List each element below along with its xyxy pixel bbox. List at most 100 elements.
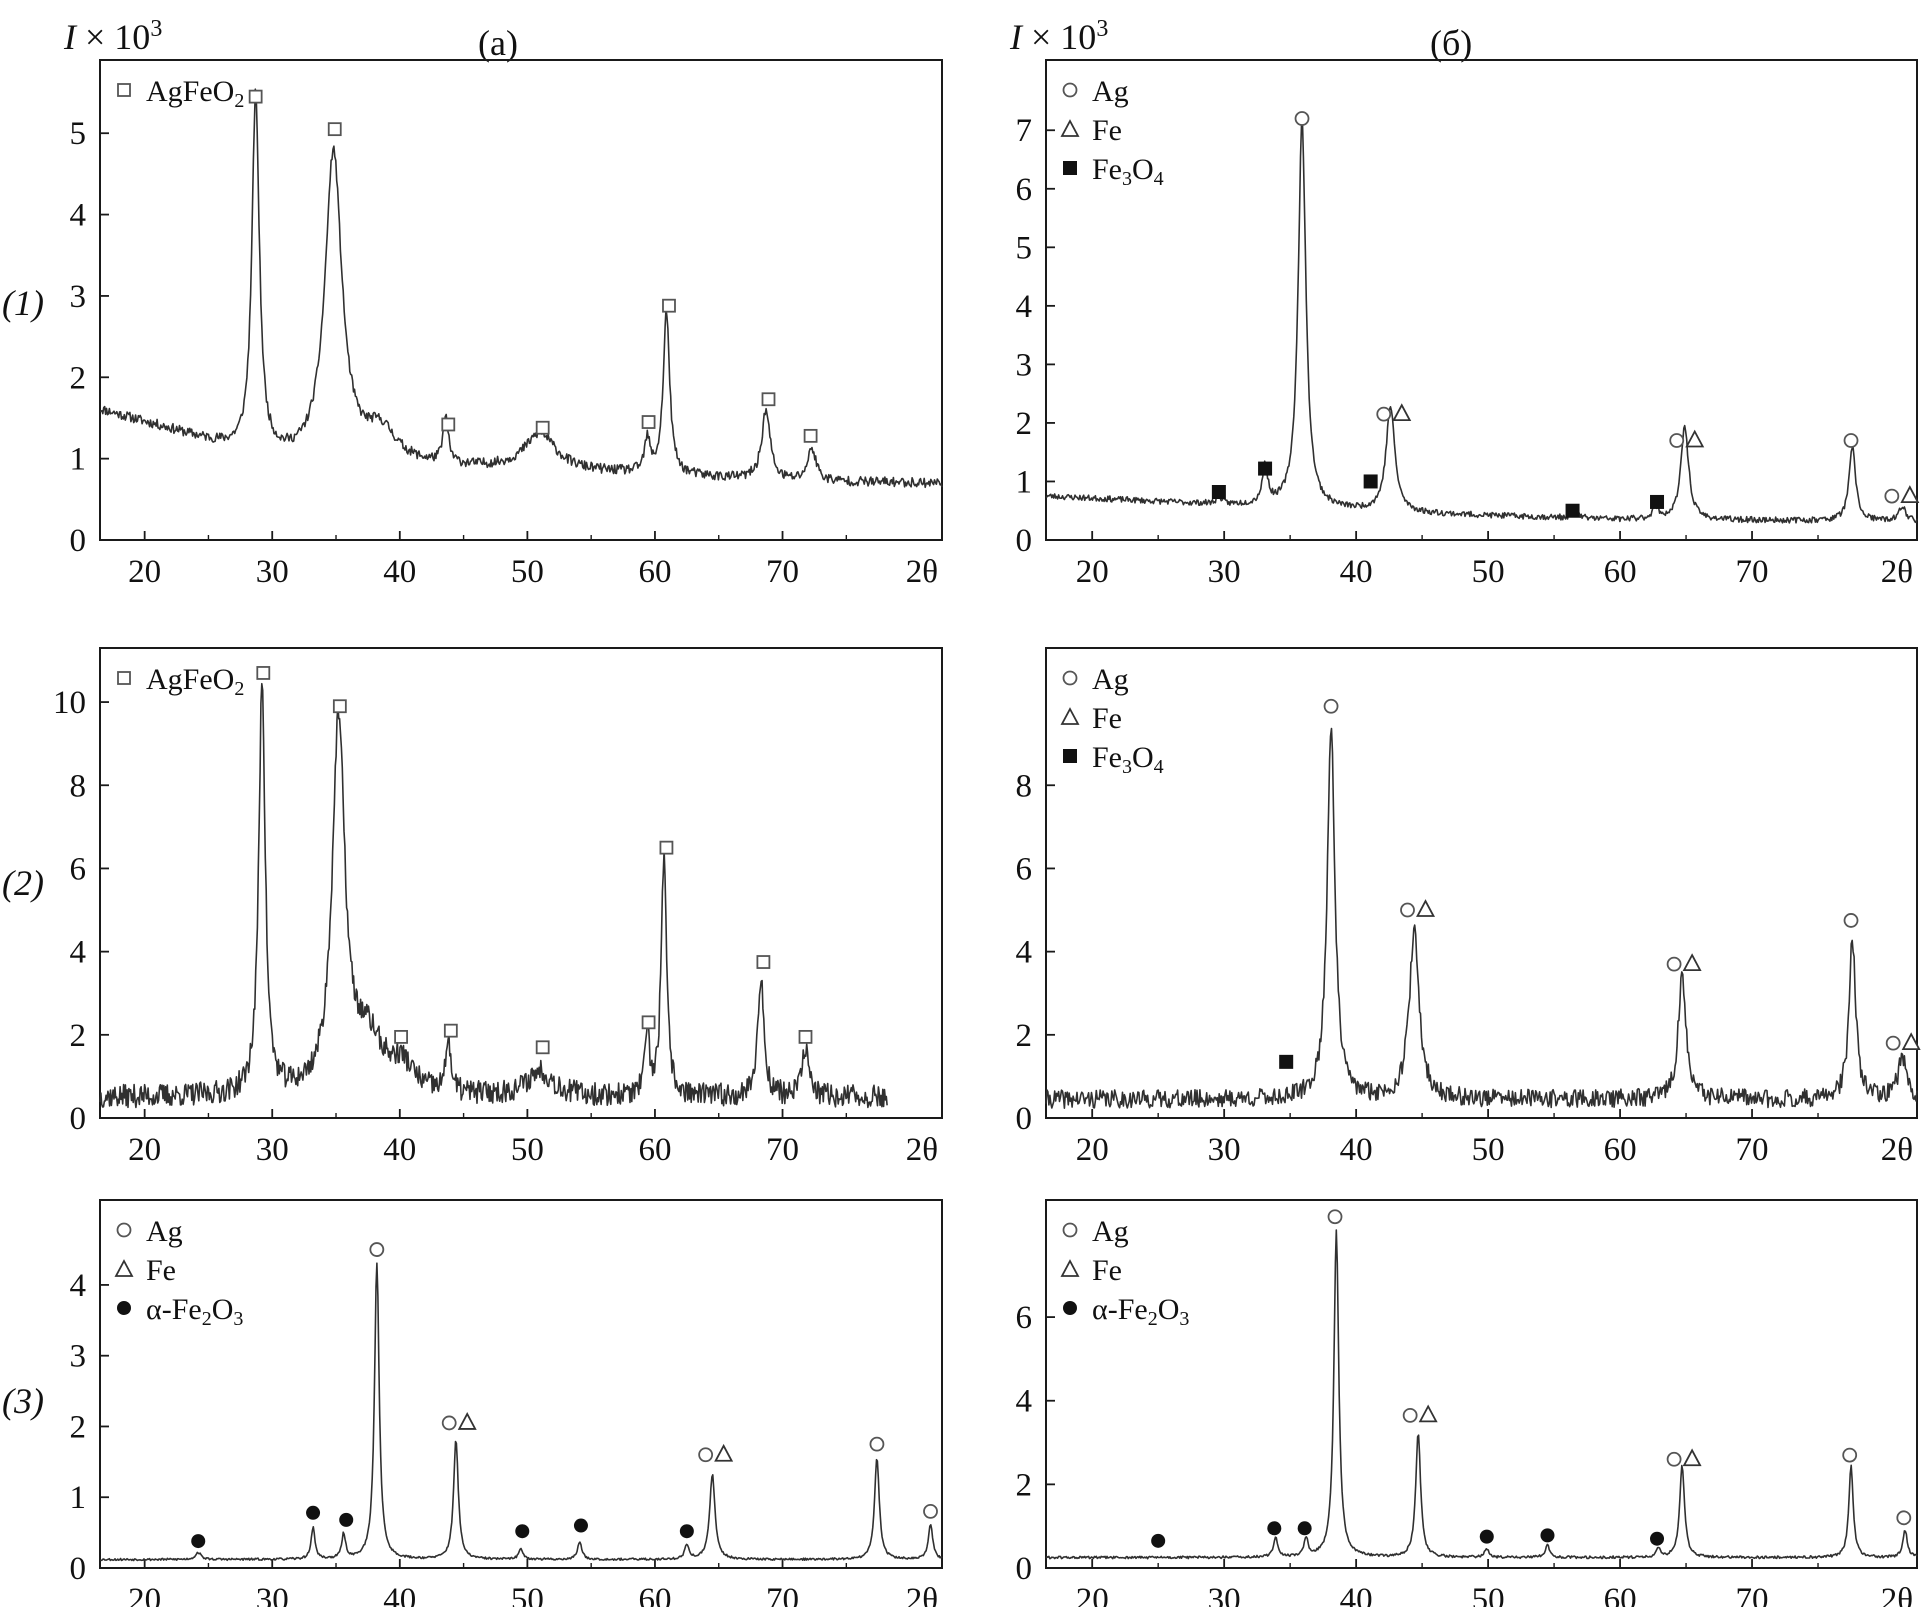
- phase-marker: [441, 417, 456, 432]
- phase-marker: [1884, 485, 1920, 504]
- x-axis-label: 2θ: [906, 554, 938, 590]
- diffraction-trace: [1045, 727, 1918, 1109]
- filled-circle-marker: [1267, 1521, 1282, 1536]
- circle-marker: [1376, 406, 1392, 422]
- chart-panel-a2: 20 30 40 50 60 70 2θ 0 2 4 6 8 10 AgFeO2: [53, 647, 943, 1168]
- filled-circle-marker: [306, 1505, 321, 1520]
- x-tick-label: 70: [1736, 1582, 1769, 1607]
- filled-square-marker: [1063, 749, 1077, 763]
- legend-label: Fe: [1092, 114, 1122, 147]
- square-marker: [803, 428, 818, 443]
- diffraction-trace: [1045, 122, 1918, 524]
- diffraction-trace: [99, 1262, 943, 1562]
- circle-marker: [1062, 82, 1078, 98]
- filled-circle-marker: [1650, 1531, 1665, 1546]
- phase-marker: [327, 122, 342, 137]
- triangle-marker: [457, 1412, 477, 1430]
- x-tick-label: 70: [1736, 1132, 1769, 1168]
- phase-marker: [1650, 494, 1665, 509]
- phase-marker: [443, 1023, 458, 1038]
- legend-item: Fe: [1060, 1254, 1122, 1287]
- triangle-marker: [1682, 1448, 1702, 1467]
- legend-item: Fe3O4: [1063, 741, 1164, 778]
- circle-marker: [1843, 913, 1859, 928]
- x-tick-label: 30: [256, 554, 289, 590]
- filled-square-marker: [1063, 161, 1077, 175]
- filled-circle-marker: [1479, 1529, 1494, 1544]
- legend-label: AgFeO2: [146, 75, 244, 112]
- filled-circle-marker: [679, 1524, 694, 1539]
- phase-marker: [256, 666, 271, 680]
- x-tick-label: 60: [638, 1132, 671, 1168]
- phase-marker: [1327, 1209, 1343, 1225]
- filled-circle-marker: [117, 1301, 131, 1315]
- x-tick-label: 60: [1604, 554, 1637, 590]
- legend-label: Ag: [1092, 1215, 1129, 1248]
- circle-marker: [369, 1242, 385, 1257]
- x-tick-label: 30: [256, 1582, 289, 1607]
- square-marker: [662, 298, 676, 313]
- x-tick-label: 20: [1076, 554, 1109, 590]
- legend-item: Fe: [1060, 702, 1122, 735]
- filled-circle-marker: [1151, 1533, 1166, 1548]
- legend-item: Ag: [1062, 1215, 1129, 1248]
- x-tick-label: 70: [1736, 554, 1769, 590]
- diffraction-trace: [100, 88, 943, 489]
- x-axis-label: 2θ: [906, 1132, 938, 1168]
- phase-marker: [1885, 1032, 1921, 1051]
- x-tick-label: 60: [638, 554, 671, 590]
- filled-square-marker: [1363, 474, 1378, 489]
- phase-marker: [1363, 474, 1378, 489]
- chart-panel-b2: 20 30 40 50 60 70 2θ 0 2 4 6 8 Ag Fe Fe3O4: [1016, 647, 1921, 1168]
- x-axis-label: 2θ: [1881, 1132, 1913, 1168]
- y-tick-label: 1: [1016, 464, 1033, 500]
- y-tick-label: 2: [70, 1018, 87, 1054]
- legend-label: Fe3O4: [1092, 741, 1164, 778]
- legend-item: AgFeO2: [117, 75, 244, 112]
- x-tick-label: 60: [1604, 1132, 1637, 1168]
- y-tick-label: 0: [1016, 1101, 1033, 1137]
- plot-frame: [1045, 1199, 1918, 1569]
- phase-marker: [1267, 1521, 1282, 1536]
- x-axis-label: 2θ: [1881, 1582, 1913, 1607]
- y-tick-label: 3: [1016, 347, 1033, 383]
- circle-marker: [116, 1222, 132, 1238]
- legend-label: Ag: [1092, 75, 1129, 108]
- square-marker: [248, 89, 263, 104]
- diffraction-trace: [1045, 1229, 1918, 1560]
- y-tick-label: 2: [70, 360, 87, 396]
- filled-circle-marker: [1063, 1301, 1077, 1315]
- filled-circle-marker: [1540, 1528, 1555, 1543]
- x-tick-label: 40: [383, 1582, 416, 1607]
- phase-marker: [369, 1242, 385, 1257]
- phase-marker: [1211, 485, 1226, 499]
- legend-label: AgFeO2: [146, 663, 244, 700]
- phase-marker: [535, 1040, 550, 1055]
- circle-marker: [1885, 1035, 1901, 1051]
- circle-marker: [1402, 1407, 1418, 1423]
- x-tick-label: 40: [1340, 554, 1373, 590]
- triangle-marker: [1900, 485, 1920, 503]
- circle-marker: [1884, 488, 1900, 504]
- x-tick-label: 70: [766, 554, 799, 590]
- x-tick-label: 30: [1208, 554, 1241, 590]
- square-marker: [443, 1023, 458, 1038]
- square-marker: [117, 671, 131, 685]
- phase-marker: [1842, 1447, 1858, 1463]
- legend-item: Ag: [116, 1215, 183, 1248]
- y-tick-label: 4: [1016, 1384, 1033, 1420]
- square-marker: [535, 420, 550, 435]
- phase-marker: [306, 1505, 321, 1520]
- x-tick-label: 50: [1472, 1582, 1505, 1607]
- phase-marker: [1479, 1529, 1494, 1544]
- x-tick-label: 50: [511, 1132, 544, 1168]
- square-marker: [441, 417, 456, 432]
- triangle-marker: [1392, 403, 1412, 422]
- x-tick-label: 50: [511, 554, 544, 590]
- y-tick-label: 7: [1016, 113, 1033, 149]
- triangle-marker: [1060, 119, 1080, 137]
- x-tick-label: 20: [128, 1582, 161, 1607]
- legend-label: α-Fe2O3: [1092, 1293, 1189, 1330]
- phase-marker: [1669, 429, 1705, 448]
- plot-frame: [99, 647, 943, 1119]
